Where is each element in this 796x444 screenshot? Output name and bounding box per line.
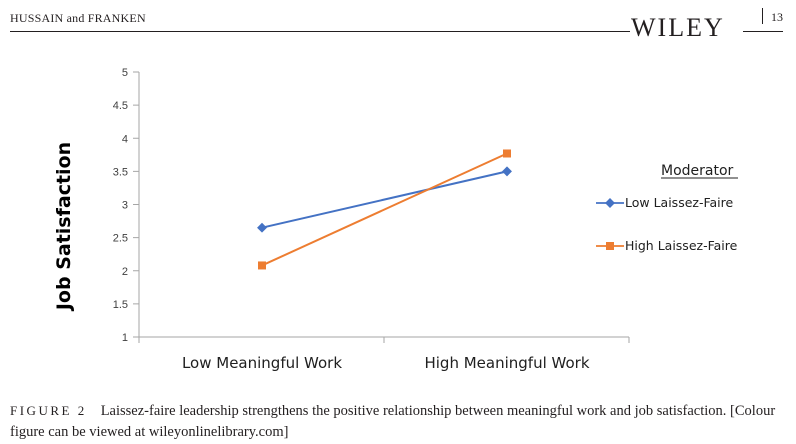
caption-text: Laissez-faire leadership strengthens the… bbox=[10, 403, 776, 440]
data-point bbox=[502, 166, 512, 177]
y-tick-label: 2.5 bbox=[113, 233, 128, 245]
y-tick-label: 4 bbox=[122, 133, 128, 145]
legend-item-low: Low Laissez-Faire bbox=[596, 195, 734, 210]
y-axis: 1 1.5 2 2.5 3 3.5 4 4.5 5 bbox=[113, 67, 140, 344]
series-layer bbox=[257, 149, 512, 270]
series-low-laissez-faire bbox=[257, 166, 512, 233]
running-head-authors: HUSSAIN and FRANKEN bbox=[10, 11, 146, 25]
series-high-laissez-faire bbox=[258, 149, 511, 270]
page-number: 13 bbox=[771, 10, 783, 24]
legend-label-low: Low Laissez-Faire bbox=[625, 195, 734, 210]
y-tick-label: 4.5 bbox=[113, 100, 128, 112]
legend-marker-high bbox=[606, 242, 614, 250]
y-axis-label: Job Satisfaction bbox=[53, 142, 75, 312]
data-point bbox=[258, 261, 266, 270]
x-category-high: High Meaningful Work bbox=[424, 354, 589, 372]
data-point bbox=[503, 149, 511, 158]
y-tick-label: 3 bbox=[122, 200, 128, 212]
figure-caption: FIGURE 2 Laissez-faire leadership strengt… bbox=[10, 400, 786, 443]
publisher-logo: WILEY bbox=[631, 13, 725, 42]
y-tick-label: 2 bbox=[122, 266, 128, 278]
y-tick-label: 5 bbox=[122, 67, 128, 79]
interaction-line-chart: 1 1.5 2 2.5 3 3.5 4 4.5 5 Low Meaningful Work Hi… bbox=[53, 67, 738, 372]
legend-item-high: High Laissez-Faire bbox=[596, 238, 738, 253]
header-rule bbox=[10, 31, 630, 32]
page-header: HUSSAIN and FRANKEN WILEY 13 bbox=[10, 0, 790, 42]
series-line bbox=[261, 152, 508, 267]
legend-marker-low bbox=[605, 198, 615, 208]
series-line bbox=[261, 170, 508, 229]
header-rule-right bbox=[743, 31, 783, 32]
x-axis: Low Meaningful Work High Meaningful Work bbox=[138, 336, 630, 372]
legend-title: Moderator bbox=[661, 163, 734, 179]
y-tick-label: 3.5 bbox=[113, 166, 128, 178]
y-ticks: 1 1.5 2 2.5 3 3.5 4 4.5 5 bbox=[113, 67, 139, 344]
header-separator bbox=[762, 8, 763, 24]
x-category-low: Low Meaningful Work bbox=[182, 354, 342, 372]
legend: Moderator Low Laissez-Faire High Laissez… bbox=[596, 163, 738, 253]
data-point bbox=[257, 222, 267, 233]
figure-label: FIGURE 2 bbox=[10, 403, 87, 418]
y-tick-label: 1 bbox=[122, 332, 128, 344]
y-tick-label: 1.5 bbox=[113, 299, 128, 311]
legend-label-high: High Laissez-Faire bbox=[625, 238, 738, 253]
